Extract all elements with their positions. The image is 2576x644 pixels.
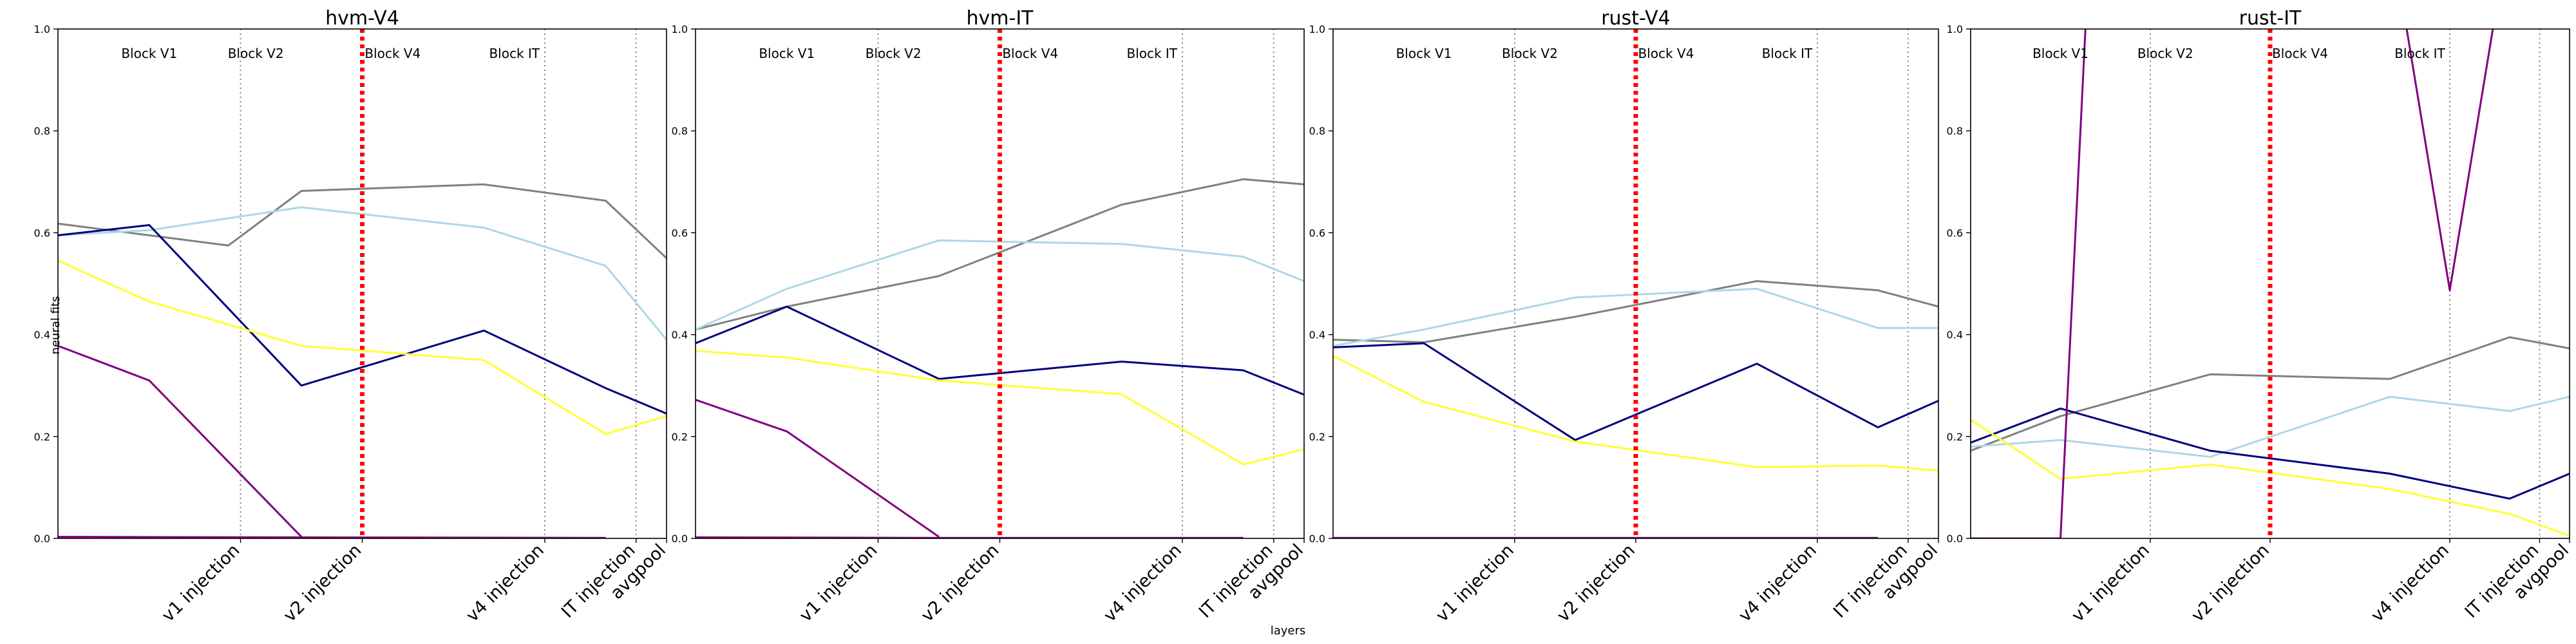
series-line-3	[1971, 407, 2570, 500]
series-line-4	[696, 350, 1304, 466]
block-label: Block V1	[2032, 46, 2088, 61]
y-tick-label: 0.6	[1947, 227, 1963, 239]
x-tick-label: v2 injection	[2188, 540, 2273, 626]
series-line-4	[1333, 355, 1938, 472]
series-line-1	[696, 178, 1304, 331]
series-line-5	[58, 345, 303, 538]
y-tick-label: 0.8	[1309, 125, 1325, 137]
panels: 0.0 0.2 0.4 0.6 0.8 1.0 v1 injection v2 injecti…	[34, 7, 2573, 626]
block-label: Block V4	[1638, 46, 1694, 61]
y-tick-label: 1.0	[1947, 23, 1963, 35]
series-group	[1971, 29, 2570, 538]
x-tick-label: v1 injection	[1432, 540, 1518, 626]
y-tick-label: 0.8	[1947, 125, 1963, 137]
x-tick-label: v1 injection	[795, 540, 881, 626]
y-tick-label: 0.4	[1947, 329, 1963, 341]
figure-xlabel: layers	[1271, 624, 1306, 638]
series-line-2	[696, 239, 1304, 331]
block-label: Block V2	[866, 46, 922, 61]
y-tick-label: 0.6	[34, 227, 50, 239]
panel-1: 0.0 0.2 0.4 0.6 0.8 1.0 v1 injection v2 injecti…	[34, 7, 670, 626]
series-line-6	[58, 536, 606, 538]
figure-ylabel: neural fits	[49, 296, 62, 355]
y-tick-label: 0.8	[34, 125, 50, 137]
block-label: Block V1	[121, 46, 177, 61]
y-tick-label: 0.4	[1309, 329, 1325, 341]
series-line-4	[58, 260, 667, 435]
panel-3: 0.0 0.2 0.4 0.6 0.8 1.0 v1 injection v2 injecti…	[1309, 7, 1942, 626]
series-group	[58, 183, 667, 538]
series-line-3	[1333, 342, 1938, 441]
x-tick-label: v4 injection	[1100, 540, 1186, 626]
series-line-1	[1333, 280, 1938, 343]
y-tick-label: 0.0	[1947, 533, 1963, 545]
y-tick-label: 0.4	[34, 329, 50, 341]
y-tick-label: 0.0	[1309, 533, 1325, 545]
x-tick-label: v1 injection	[2068, 540, 2154, 626]
series-line-3	[58, 224, 667, 415]
y-tick-label: 0.6	[1309, 227, 1325, 239]
x-tick-label: v2 injection	[279, 540, 365, 626]
x-tick-label: v1 injection	[158, 540, 243, 626]
series-line-3	[696, 305, 1304, 396]
y-tick-label: 0.0	[672, 533, 688, 545]
block-label: Block V4	[365, 46, 421, 61]
panel-title: hvm-V4	[325, 7, 399, 30]
block-label: Block V1	[759, 46, 815, 61]
block-label: Block IT	[1762, 46, 1813, 61]
series-line-5	[1971, 29, 2494, 538]
panel-4: 0.0 0.2 0.4 0.6 0.8 1.0 v1 injection v2 injecti…	[1947, 7, 2573, 626]
y-tick-label: 0.4	[672, 329, 688, 341]
y-tick-label: 1.0	[34, 23, 50, 35]
series-line-2	[1971, 395, 2570, 458]
panel-title: rust-IT	[2239, 7, 2302, 30]
series-line-4	[1971, 419, 2570, 537]
y-tick-label: 0.6	[672, 227, 688, 239]
y-tick-label: 0.8	[672, 125, 688, 137]
series-line-2	[1333, 287, 1938, 347]
y-tick-label: 0.2	[1947, 431, 1963, 443]
x-tick-label: v4 injection	[2367, 540, 2453, 626]
block-label: Block V1	[1396, 46, 1452, 61]
x-tick-label: v4 injection	[462, 540, 548, 626]
panel-2: 0.0 0.2 0.4 0.6 0.8 1.0 v1 injection v2 injecti…	[672, 7, 1307, 626]
block-label: Block IT	[2394, 46, 2445, 61]
series-line-1	[58, 183, 667, 259]
y-tick-label: 0.2	[1309, 431, 1325, 443]
y-tick-label: 0.2	[672, 431, 688, 443]
series-line-2	[58, 206, 667, 341]
panel-title: hvm-IT	[967, 7, 1034, 30]
x-tick-label: v2 injection	[917, 540, 1003, 626]
block-label: Block V4	[2272, 46, 2328, 61]
x-tick-label: v4 injection	[1735, 540, 1821, 626]
series-line-1	[1971, 336, 2570, 452]
y-tick-label: 0.2	[34, 431, 50, 443]
block-label: Block IT	[1126, 46, 1177, 61]
panel-title: rust-V4	[1601, 7, 1670, 30]
block-label: Block V4	[1002, 46, 1058, 61]
block-label: Block IT	[489, 46, 540, 61]
block-label: Block V2	[1502, 46, 1558, 61]
y-tick-label: 1.0	[1309, 23, 1325, 35]
block-label: Block V2	[228, 46, 284, 61]
y-tick-label: 1.0	[672, 23, 688, 35]
series-line-5	[696, 399, 940, 538]
x-tick-label: v2 injection	[1553, 540, 1639, 626]
block-label: Block V2	[2137, 46, 2193, 61]
series-line-6	[696, 536, 1244, 538]
y-tick-label: 0.0	[34, 533, 50, 545]
